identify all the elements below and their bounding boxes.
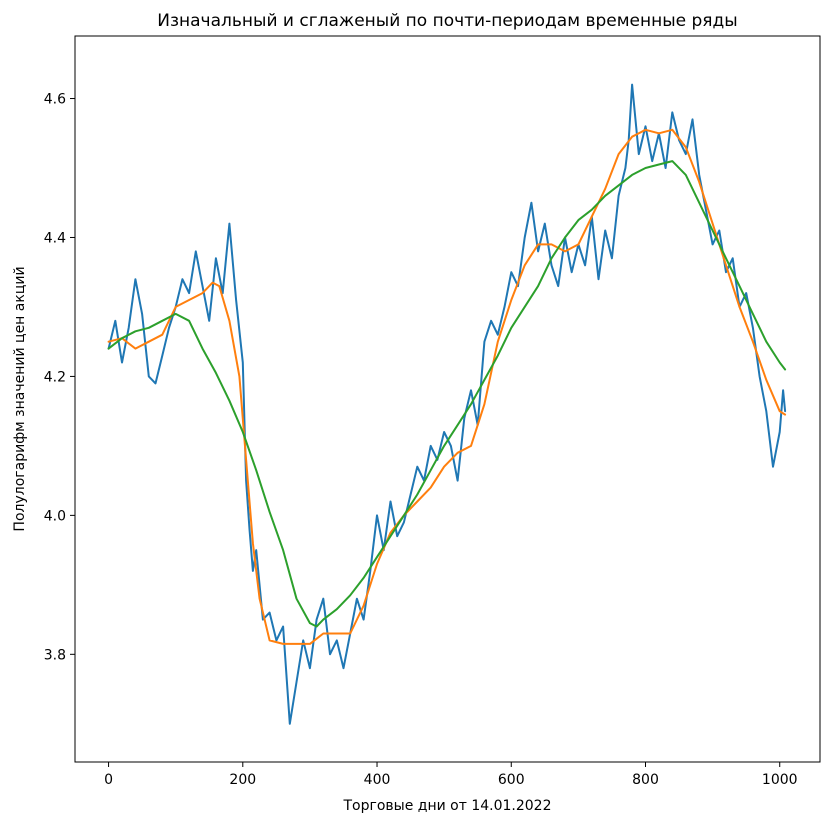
- series-line-2: [107, 128, 787, 645]
- y-tick-label: 3.8: [44, 647, 66, 663]
- plot-frame: [74, 35, 821, 763]
- series-layer: [107, 83, 787, 725]
- y-tick-label: 4.4: [44, 230, 66, 246]
- x-tick-label: 200: [229, 772, 256, 788]
- x-tick-label: 0: [104, 772, 113, 788]
- x-tick-label: 800: [632, 772, 659, 788]
- y-tick-label: 4.0: [44, 508, 66, 524]
- x-tick-label: 1000: [762, 772, 798, 788]
- chart-title: Изначальный и сглаженый по почти-периода…: [157, 11, 737, 31]
- tick-layer: 0 200 400 600 800 1000 3.8 4.0 4.2 4.4 4.6: [44, 92, 798, 788]
- series-line-3: [107, 160, 787, 628]
- x-tick-label: 400: [364, 772, 391, 788]
- y-tick-label: 4.6: [44, 92, 66, 108]
- y-axis-label: Полулогарифм значений цен акций: [12, 266, 28, 531]
- x-axis-label: Торговые дни от 14.01.2022: [342, 798, 551, 814]
- x-tick-label: 600: [498, 772, 525, 788]
- y-tick-label: 4.2: [44, 369, 66, 385]
